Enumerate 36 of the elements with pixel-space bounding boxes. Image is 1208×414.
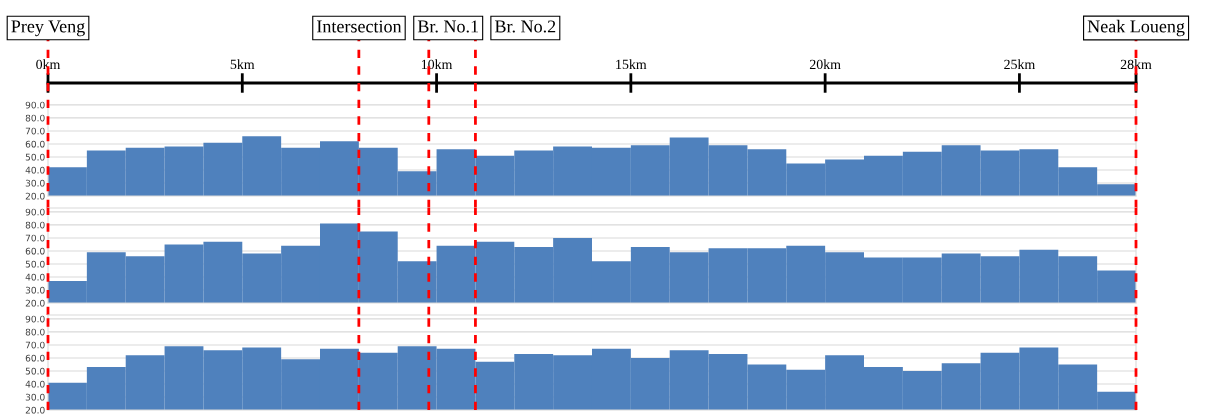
ref-line-label: Br. No.2 (495, 20, 556, 33)
y-tick-label: 80.0 (25, 328, 45, 336)
y-tick-label: 40.0 (25, 166, 45, 174)
ref-line-label: Prey Veng (11, 20, 85, 37)
y-tick-label: 50.0 (25, 260, 45, 268)
x-tick-label: 10km (421, 59, 453, 70)
y-tick-label: 70.0 (25, 127, 45, 135)
x-tick-label: 0km (36, 59, 61, 70)
y-tick-label: 40.0 (25, 380, 45, 388)
x-tick-label: 5km (230, 59, 255, 70)
y-tick-label: 70.0 (25, 234, 45, 242)
x-tick-label: 25km (1004, 59, 1036, 70)
y-tick-label: 90.0 (25, 315, 45, 323)
y-tick-label: 30.0 (25, 179, 45, 187)
y-tick-label: 20.0 (25, 299, 45, 307)
ref-line-label: Br. No.1 (417, 20, 478, 33)
y-tick-label: 80.0 (25, 221, 45, 229)
x-tick-label: 20km (809, 59, 841, 70)
y-tick-label: 30.0 (25, 286, 45, 294)
ref-line-label: Intersection (317, 20, 402, 33)
x-tick-label: 28km (1120, 59, 1152, 70)
y-tick-label: 90.0 (25, 101, 45, 109)
y-tick-label: 40.0 (25, 273, 45, 281)
y-tick-label: 60.0 (25, 354, 45, 362)
y-tick-label: 50.0 (25, 153, 45, 161)
y-tick-label: 60.0 (25, 140, 45, 148)
x-tick-label: 15km (616, 59, 647, 70)
ref-line-label: Neak Loueng (1087, 19, 1185, 37)
y-tick-label: 70.0 (25, 341, 45, 349)
y-tick-label: 20.0 (25, 406, 45, 414)
y-tick-label: 50.0 (25, 367, 45, 375)
y-tick-label: 60.0 (25, 247, 45, 255)
y-tick-label: 80.0 (25, 114, 45, 122)
y-tick-label: 20.0 (25, 192, 45, 200)
y-tick-label: 90.0 (25, 208, 45, 216)
y-tick-label: 30.0 (25, 393, 45, 401)
